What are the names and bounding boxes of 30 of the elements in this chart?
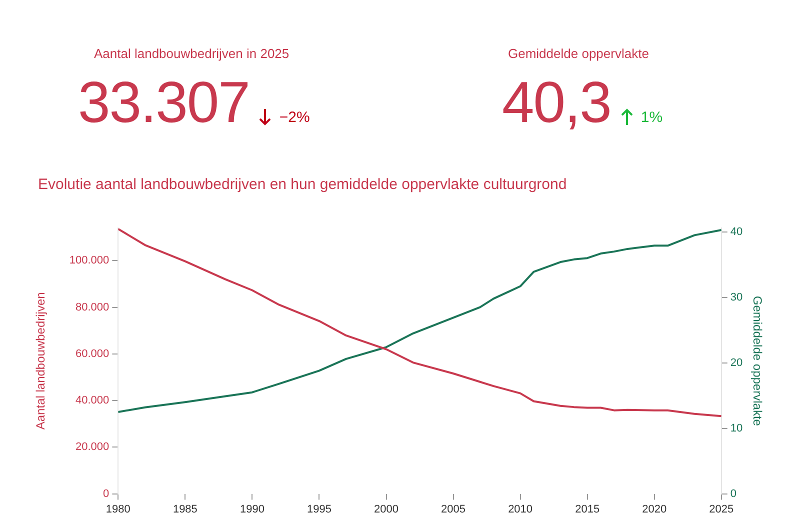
y-axis-title: Aantal landbouwbedrijven — [34, 292, 48, 430]
y-tick-label: 20.000 — [76, 441, 110, 454]
text: Aantal landbouwbedrijven in 2025 — [94, 46, 290, 61]
x-tick-label: 2000 — [374, 503, 398, 516]
y-tick-label: 60.000 — [76, 348, 110, 360]
x-tick-label: 2020 — [642, 503, 667, 516]
text: 1% — [640, 108, 663, 126]
x-tick-label: 2015 — [575, 503, 600, 516]
x-tick-label: 1990 — [240, 503, 264, 516]
text: −2% — [279, 108, 310, 126]
chart-title: Evolutie aantal landbouwbedrijven en hun gemiddelde oppervlakte cultuurgrond — [38, 176, 567, 193]
y2-tick-label: 40 — [730, 226, 743, 238]
x-tick-label: 2010 — [508, 503, 533, 516]
y2-tick-label: 0 — [730, 488, 736, 500]
x-tick-label: 1995 — [306, 503, 332, 516]
text: 40,3 — [502, 69, 611, 136]
y2-tick-label: 10 — [730, 422, 743, 434]
x-tick-label: 2005 — [441, 503, 466, 516]
x-tick-label: 1985 — [172, 503, 198, 516]
y2-tick-label: 30 — [730, 291, 743, 304]
text: Gemiddelde oppervlakte — [508, 46, 650, 61]
y2-tick-label: 20 — [730, 356, 743, 369]
y-tick-label: 40.000 — [76, 394, 110, 407]
x-tick-label: 2025 — [709, 503, 734, 516]
y-tick-label: 100.000 — [69, 254, 110, 267]
y-tick-label: 0 — [103, 488, 110, 500]
x-tick-label: 1980 — [106, 503, 130, 516]
text: 33.307 — [78, 69, 250, 136]
y-tick-label: 80.000 — [76, 301, 110, 314]
y2-axis-title: Gemiddelde oppervlakte — [750, 296, 764, 426]
